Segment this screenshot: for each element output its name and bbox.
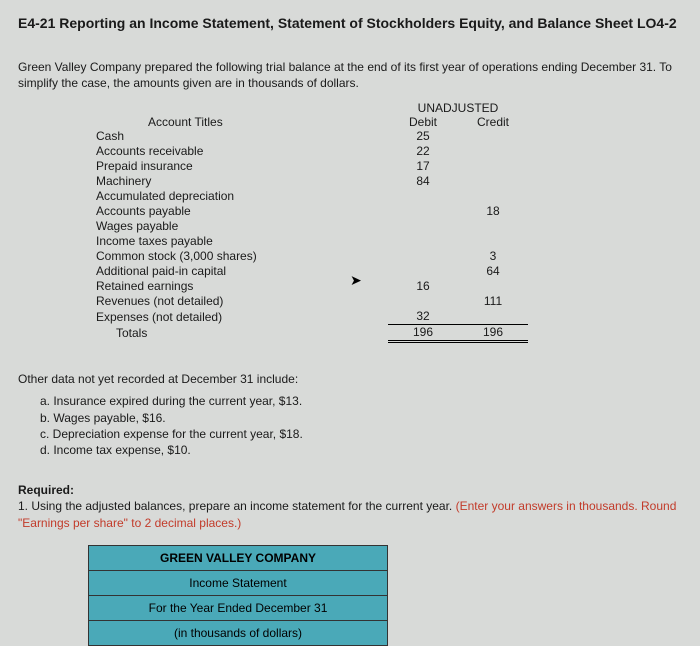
cell: [388, 294, 458, 309]
totals-debit: 196: [388, 325, 458, 342]
other-data-intro: Other data not yet recorded at December …: [18, 371, 682, 387]
acct-apic: Additional paid-in capital: [88, 264, 388, 279]
cell: 3: [458, 249, 528, 264]
header-unadjusted: UNADJUSTED: [388, 101, 528, 115]
acct-rev: Revenues (not detailed): [88, 294, 388, 309]
cell: 16: [388, 279, 458, 294]
required-label: Required:: [18, 483, 74, 497]
cell: [458, 129, 528, 144]
cell: 64: [458, 264, 528, 279]
page-title: E4-21 Reporting an Income Statement, Sta…: [18, 14, 682, 33]
cell: [458, 189, 528, 204]
totals-label: Totals: [88, 325, 388, 342]
cell: [388, 204, 458, 219]
other-item-c: c. Depreciation expense for the current …: [40, 426, 682, 442]
cell: [458, 159, 528, 174]
totals-credit: 196: [458, 325, 528, 342]
trial-balance-table: UNADJUSTED Account Titles Debit Credit C…: [88, 101, 528, 343]
acct-inctax: Income taxes payable: [88, 234, 388, 249]
other-item-a: a. Insurance expired during the current …: [40, 393, 682, 409]
acct-wages: Wages payable: [88, 219, 388, 234]
other-item-b: b. Wages payable, $16.: [40, 410, 682, 426]
acct-re: Retained earnings: [88, 279, 388, 294]
cell: [388, 219, 458, 234]
acct-cash: Cash: [88, 129, 388, 144]
cell: [458, 234, 528, 249]
other-data-list: a. Insurance expired during the current …: [40, 393, 682, 458]
acct-exp: Expenses (not detailed): [88, 309, 388, 325]
acct-common: Common stock (3,000 shares): [88, 249, 388, 264]
required-block: Required: 1. Using the adjusted balances…: [18, 482, 682, 531]
col-debit: Debit: [388, 115, 458, 129]
cell: 17: [388, 159, 458, 174]
stmt-title: Income Statement: [89, 570, 388, 595]
cell: [458, 279, 528, 294]
cell: 32: [388, 309, 458, 325]
acct-accum-dep: Accumulated depreciation: [88, 189, 388, 204]
cell: 84: [388, 174, 458, 189]
cell: 18: [458, 204, 528, 219]
col-credit: Credit: [458, 115, 528, 129]
cell: 25: [388, 129, 458, 144]
stmt-company: GREEN VALLEY COMPANY: [89, 545, 388, 570]
cell: [388, 234, 458, 249]
other-item-d: d. Income tax expense, $10.: [40, 442, 682, 458]
cell: 111: [458, 294, 528, 309]
cell: 22: [388, 144, 458, 159]
cell: [388, 264, 458, 279]
stmt-units: (in thousands of dollars): [89, 620, 388, 645]
stmt-period: For the Year Ended December 31: [89, 595, 388, 620]
col-account-titles: Account Titles: [88, 115, 388, 129]
intro-text: Green Valley Company prepared the follow…: [18, 59, 682, 91]
acct-ar: Accounts receivable: [88, 144, 388, 159]
acct-ap: Accounts payable: [88, 204, 388, 219]
cell: [458, 219, 528, 234]
acct-machinery: Machinery: [88, 174, 388, 189]
required-text: 1. Using the adjusted balances, prepare …: [18, 499, 456, 513]
acct-prepaid: Prepaid insurance: [88, 159, 388, 174]
cell: [458, 174, 528, 189]
statement-header-box: GREEN VALLEY COMPANY Income Statement Fo…: [88, 545, 388, 646]
cell: [458, 309, 528, 325]
cell: [388, 249, 458, 264]
cell: [458, 144, 528, 159]
cell: [388, 189, 458, 204]
